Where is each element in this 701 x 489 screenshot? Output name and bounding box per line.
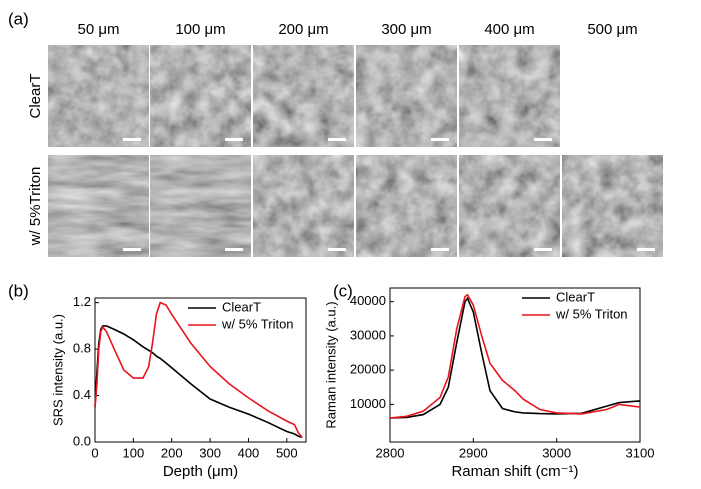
line-chart: (c) 2800 2900 3000 3100 10000 20000 30000 40000 R… <box>323 281 654 479</box>
series-line <box>389 296 641 419</box>
x-tick-label: 300 <box>199 445 221 460</box>
image-tile <box>253 155 354 257</box>
scale-bar <box>637 248 655 251</box>
column-header: 300 μm <box>381 21 431 38</box>
x-tick-label: 2900 <box>459 445 488 460</box>
image-tile <box>150 155 251 257</box>
legend-label: ClearT <box>222 299 261 314</box>
x-tick-label: 100 <box>123 445 145 460</box>
scale-bar <box>123 138 141 141</box>
scale-bar <box>328 248 346 251</box>
series-line <box>389 293 641 419</box>
image-tile <box>356 155 457 257</box>
scale-bar <box>534 248 552 251</box>
plot-frame <box>389 287 641 443</box>
column-header: 400 μm <box>484 21 534 38</box>
y-tick-label: 0.0 <box>73 433 91 448</box>
y-tick-label: 30000 <box>350 327 386 342</box>
scale-bar <box>431 138 449 141</box>
y-tick-label: 0.4 <box>73 387 91 402</box>
image-tile <box>459 155 560 257</box>
column-header: 200 μm <box>278 21 328 38</box>
column-header: 100 μm <box>175 21 225 38</box>
x-tick-label: 200 <box>161 445 183 460</box>
scale-bar <box>225 248 243 251</box>
y-tick-label: 1.2 <box>73 294 91 309</box>
column-header: 50 μm <box>78 21 120 38</box>
scale-bar <box>431 248 449 251</box>
x-tick-label: 2800 <box>376 445 405 460</box>
row-label: w/ 5%Triton <box>27 167 44 247</box>
series-line <box>94 301 303 438</box>
image-tile <box>562 155 663 257</box>
x-axis-label: Depth (μm) <box>163 463 238 480</box>
y-tick-label: 40000 <box>350 293 386 308</box>
legend-label: w/ 5% Triton <box>555 306 628 321</box>
image-tile <box>150 45 251 147</box>
scale-bar <box>328 138 346 141</box>
image-tile <box>48 45 149 147</box>
y-tick-label: 0.8 <box>73 341 91 356</box>
row-label: ClearT <box>27 73 44 118</box>
image-tile <box>48 155 149 257</box>
legend-label: w/ 5% Triton <box>221 316 294 331</box>
panel-label: (a) <box>8 9 29 28</box>
panel-label: (b) <box>8 281 29 300</box>
x-tick-label: 500 <box>276 445 298 460</box>
x-tick-label: 0 <box>91 445 98 460</box>
image-tile <box>253 45 354 147</box>
image-tile <box>356 45 457 147</box>
plot-frame <box>94 297 307 443</box>
line-chart: (b) 0 100 200 300 400 500 0.0 0.4 0.8 1.2 Depth (μm… <box>8 281 307 480</box>
series-line <box>94 325 303 439</box>
panel-label: (c) <box>333 281 353 300</box>
y-axis-label: SRS intensity (a.u.) <box>50 314 65 426</box>
image-tile <box>459 45 560 147</box>
y-axis-label: Raman intensity (a.u.) <box>323 301 338 428</box>
y-tick-label: 10000 <box>350 396 386 411</box>
x-tick-label: 400 <box>238 445 260 460</box>
y-tick-label: 20000 <box>350 362 386 377</box>
column-header: 500 μm <box>587 21 637 38</box>
legend-label: ClearT <box>556 289 595 304</box>
scale-bar <box>123 248 141 251</box>
scale-bar <box>534 138 552 141</box>
scale-bar <box>225 138 243 141</box>
x-tick-label: 3000 <box>542 445 571 460</box>
x-tick-label: 3100 <box>626 445 655 460</box>
x-axis-label: Raman shift (cm⁻¹) <box>451 463 578 480</box>
